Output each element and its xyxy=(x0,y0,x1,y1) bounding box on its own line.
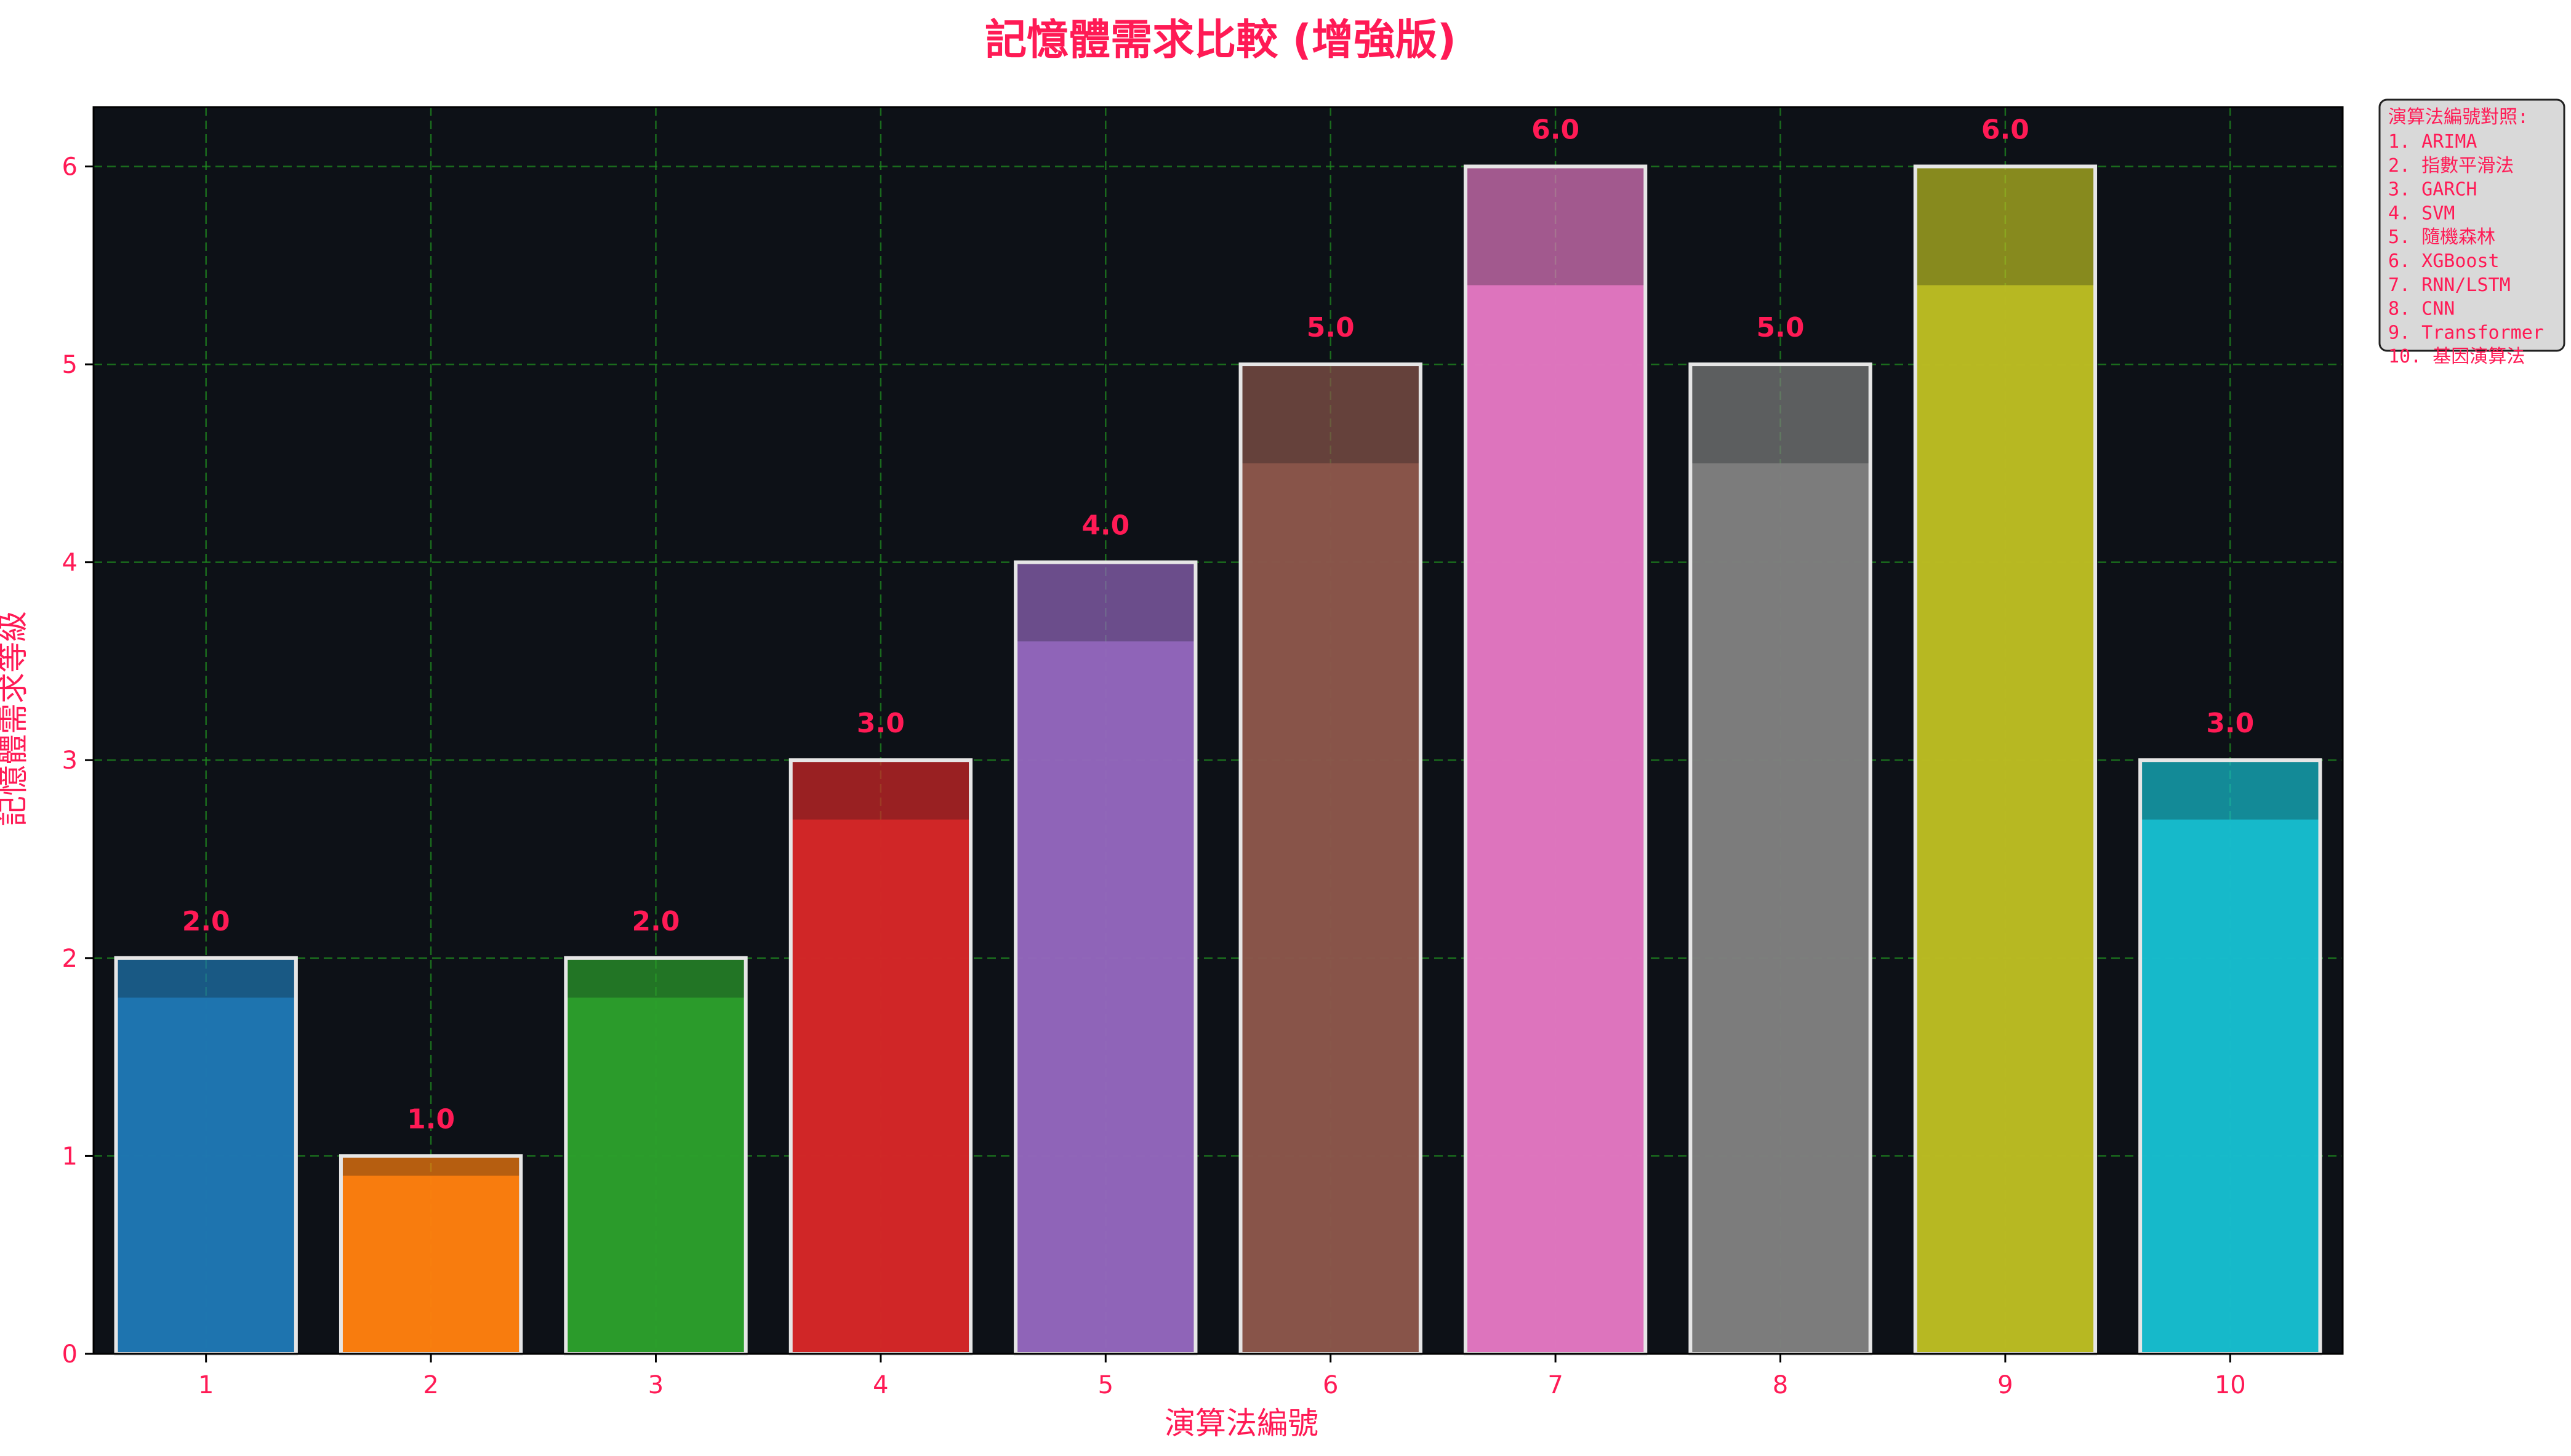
bar-8: 5.0 xyxy=(1688,312,1872,1356)
legend-entry-4: 4. SVM xyxy=(2388,202,2455,224)
bar-value-label-10: 3.0 xyxy=(2206,708,2254,739)
bar-inner-2 xyxy=(340,1175,521,1354)
y-axis-label: 記憶體需求等級 xyxy=(0,611,31,826)
x-tick-label-8: 8 xyxy=(1773,1371,1788,1399)
bar-inner-9 xyxy=(1915,285,2096,1354)
bar-5: 4.0 xyxy=(1014,510,1198,1356)
y-tick-label-4: 4 xyxy=(62,549,78,577)
bar-6: 5.0 xyxy=(1238,312,1422,1356)
bar-inner-1 xyxy=(116,998,296,1354)
bar-value-label-9: 6.0 xyxy=(1981,114,2029,145)
legend-entry-3: 3. GARCH xyxy=(2388,179,2477,201)
x-tick-label-4: 4 xyxy=(873,1371,888,1399)
legend-entry-2: 2. 指數平滑法 xyxy=(2388,155,2514,177)
bar-inner-6 xyxy=(1240,463,1421,1354)
y-tick-label-6: 6 xyxy=(62,153,78,181)
bar-value-label-3: 2.0 xyxy=(632,906,680,937)
x-tick-label-5: 5 xyxy=(1098,1371,1113,1399)
bars: 2.0 1.0 2.0 3.0 4.0 5.0 6.0 5.0 6.0 3.0 xyxy=(114,114,2322,1356)
legend-title: 演算法編號對照: xyxy=(2388,106,2529,128)
bar-inner-5 xyxy=(1016,641,1196,1354)
bar-inner-3 xyxy=(566,998,746,1354)
bar-value-label-4: 3.0 xyxy=(857,708,905,739)
y-tick-label-3: 3 xyxy=(62,746,78,775)
legend-entry-7: 7. RNN/LSTM xyxy=(2388,274,2511,296)
bar-inner-4 xyxy=(790,819,971,1354)
x-axis-label: 演算法編號 xyxy=(1165,1406,1318,1441)
x-tick-label-7: 7 xyxy=(1547,1371,1563,1399)
y-tick-label-0: 0 xyxy=(62,1340,78,1369)
legend-entry-5: 5. 隨機森林 xyxy=(2388,226,2495,248)
bar-inner-7 xyxy=(1465,285,1646,1354)
legend-entry-10: 10. 基因演算法 xyxy=(2388,346,2525,367)
x-tick-label-3: 3 xyxy=(648,1371,664,1399)
y-tick-label-5: 5 xyxy=(62,351,78,379)
bar-inner-10 xyxy=(2140,819,2320,1354)
y-tick-label-1: 1 xyxy=(62,1142,78,1170)
bar-9: 6.0 xyxy=(1913,114,2098,1356)
bar-value-label-7: 6.0 xyxy=(1531,114,1579,145)
legend-entry-1: 1. ARIMA xyxy=(2388,131,2477,153)
legend-box xyxy=(2378,98,2565,352)
bar-value-label-6: 5.0 xyxy=(1307,312,1355,343)
legend-entry-8: 8. CNN xyxy=(2388,298,2455,320)
legend-entry-9: 9. Transformer xyxy=(2388,322,2544,343)
bar-value-label-1: 2.0 xyxy=(182,906,230,937)
chart-title: 記憶體需求比較 (增強版) xyxy=(985,16,1456,65)
bar-inner-8 xyxy=(1690,463,1871,1354)
x-tick-label-1: 1 xyxy=(198,1371,214,1399)
bar-4: 3.0 xyxy=(788,708,973,1356)
x-tick-label-9: 9 xyxy=(1997,1371,2013,1399)
bar-7: 6.0 xyxy=(1463,114,1648,1356)
bar-value-label-8: 5.0 xyxy=(1757,312,1805,343)
axes: 0 1 2 3 4 5 6 1 2 3 4 5 6 7 8 9 10 xyxy=(62,153,2246,1399)
bar-1: 2.0 xyxy=(114,906,298,1356)
bar-3: 2.0 xyxy=(564,906,748,1356)
x-tick-label-2: 2 xyxy=(423,1371,438,1399)
bar-2: 1.0 xyxy=(339,1103,523,1356)
plot-frame xyxy=(92,106,2344,1355)
x-tick-label-6: 6 xyxy=(1323,1371,1338,1399)
bar-10: 3.0 xyxy=(2138,708,2322,1356)
bar-value-label-5: 4.0 xyxy=(1081,510,1129,542)
bar-value-label-2: 1.0 xyxy=(407,1103,455,1135)
y-tick-label-2: 2 xyxy=(62,945,78,973)
legend-entry-6: 6. XGBoost xyxy=(2388,250,2500,272)
x-tick-label-10: 10 xyxy=(2215,1371,2246,1399)
